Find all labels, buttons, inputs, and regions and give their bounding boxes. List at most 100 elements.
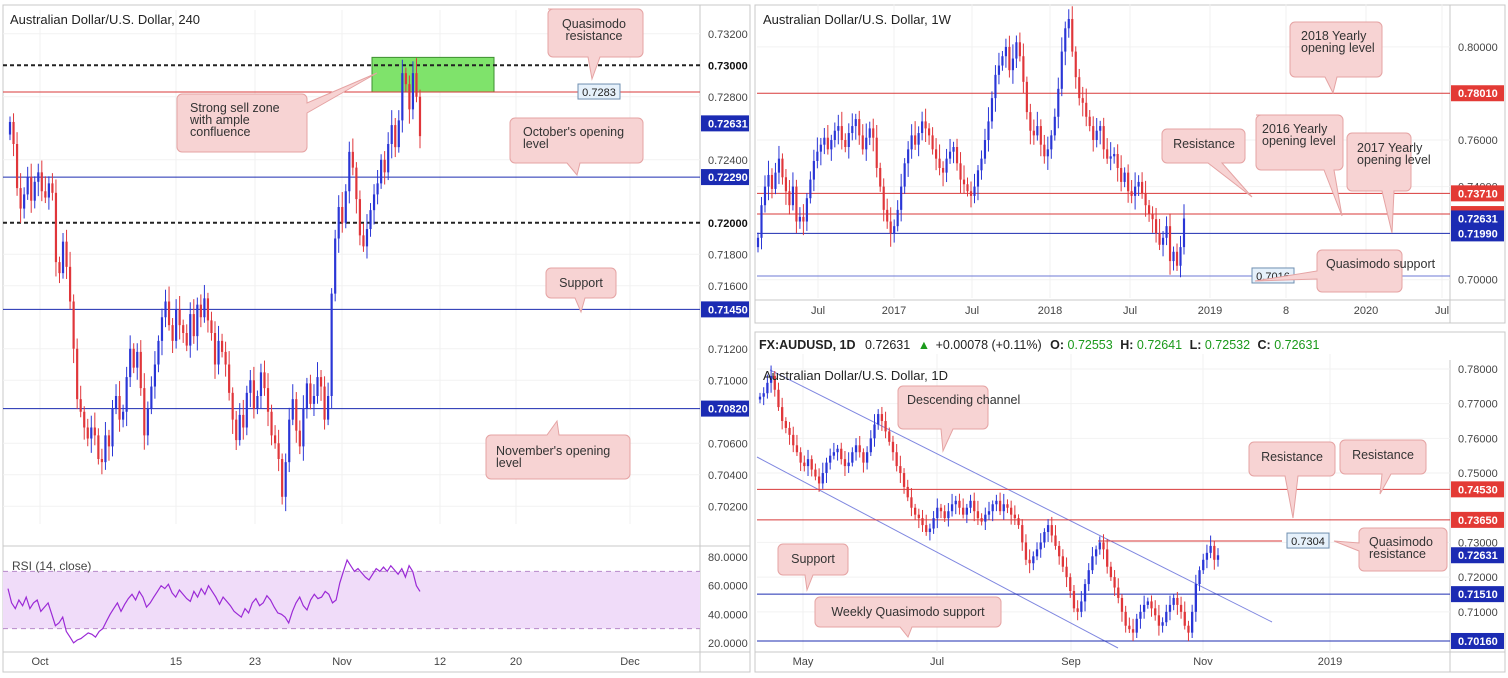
candle-body [1025, 81, 1028, 113]
candle-body [1130, 191, 1133, 196]
candle-body [15, 144, 19, 189]
candle-body [945, 158, 948, 173]
candle-body [263, 372, 266, 389]
y-tick-label: 0.75000 [1458, 468, 1498, 480]
candle-body [814, 469, 817, 477]
price-tag [701, 400, 749, 417]
callout-text: Support [791, 552, 835, 566]
candle-body [921, 121, 924, 134]
candle-body [1036, 126, 1039, 136]
x-tick-label: Jul [965, 305, 979, 317]
candle-body [843, 459, 847, 467]
candle-body [910, 497, 913, 508]
candle-body [1146, 601, 1149, 605]
candle-body [868, 128, 871, 138]
candle-body [1092, 126, 1095, 141]
candle-body [245, 392, 248, 428]
callout-support-4h: Support [545, 267, 617, 314]
candle-body [948, 151, 952, 159]
callout-text-line: 2016 Yearly opening level [1262, 122, 1336, 148]
candle-body [1120, 167, 1123, 182]
candle-body [1172, 597, 1175, 605]
callout-resistance-1d-a: Resistance [1248, 441, 1336, 519]
candle-body [1057, 88, 1060, 117]
callout-weekly-quasimodo-support: Weekly Quasimodo support [814, 596, 1002, 638]
callout-text-line: Quasimodo resistance [562, 17, 626, 43]
candle-body [998, 500, 1002, 512]
candle-body [1179, 604, 1183, 612]
candle-body [220, 340, 224, 352]
y-axis-1d: 0.78000 0.77000 0.76000 0.75000 0.73000 0.720… [1458, 364, 1498, 619]
candle-body [941, 167, 945, 173]
candle-body [1117, 587, 1120, 598]
candle-body [816, 151, 819, 161]
chart-title-4h: Australian Dollar/U.S. Dollar, 240 [10, 12, 200, 27]
candle-body [1039, 126, 1042, 145]
callout-sell-zone: Strong sell zone with ample confluence [176, 72, 378, 153]
candle-body [833, 130, 836, 141]
candle-body [851, 126, 854, 134]
rsi-line [7, 558, 421, 644]
candle-body [330, 293, 333, 396]
candle-body [788, 427, 791, 435]
candle-body [994, 74, 997, 99]
candle-body [1139, 611, 1142, 619]
candle-body [19, 188, 22, 209]
candle-body [773, 375, 776, 390]
x-tick-label: 2019 [1198, 305, 1222, 317]
candle-body [958, 500, 961, 508]
candle-body [784, 420, 787, 428]
candle-body [365, 229, 369, 247]
candle-body [153, 364, 157, 387]
candle-body [1002, 504, 1005, 512]
candle-body [777, 389, 780, 408]
candle-body [139, 351, 142, 389]
y-tick-label: 0.73000 [1458, 537, 1498, 549]
candle-body [1141, 181, 1144, 194]
candle-body [327, 396, 330, 420]
callout-text-line: Quasimodo support [1326, 257, 1436, 271]
candle-body [348, 151, 351, 192]
candle-body [160, 317, 164, 341]
candle-body [781, 158, 784, 178]
candle-body [980, 158, 983, 171]
candle-body [418, 96, 422, 137]
x-tick-label: Nov [1193, 656, 1213, 668]
price-tag-label: 0.70160 [1458, 636, 1498, 648]
x-tick-label: May [793, 656, 814, 668]
last-price: 0.72631 [865, 338, 910, 352]
x-tick-label: Jul [811, 305, 825, 317]
candle-body [1029, 112, 1032, 131]
candle-body [1065, 566, 1068, 578]
chart-title-1d: Australian Dollar/U.S. Dollar, 1D [763, 368, 948, 383]
candle-body [383, 159, 386, 173]
candle-body [900, 186, 903, 210]
candle-body [111, 408, 114, 447]
candle-body [259, 372, 263, 396]
candle-body [795, 445, 799, 453]
low-label: L: [1190, 338, 1202, 352]
candle-body [167, 301, 171, 326]
candle-body [1134, 186, 1137, 196]
candle-body [895, 452, 898, 467]
x-tick-label: 23 [249, 656, 261, 668]
candle-body [1043, 144, 1046, 157]
price-tag-label: 0.74530 [1458, 484, 1498, 496]
price-tag-label: 0.71450 [708, 304, 748, 316]
candle-body [1176, 597, 1179, 605]
candle-body [58, 262, 61, 274]
candle-body [129, 348, 132, 378]
candle-body [847, 462, 850, 467]
candle-body [37, 172, 40, 182]
candle-body [976, 170, 980, 187]
candle-body [925, 525, 928, 533]
candle-body [1113, 154, 1116, 157]
sell-zone [371, 56, 495, 93]
candle-body [1165, 226, 1168, 238]
candle-body [390, 125, 393, 144]
y-tick-label: 0.80000 [1458, 42, 1498, 54]
candle-body [93, 427, 96, 436]
x-tick-label: 2019 [1318, 656, 1342, 668]
y-tick-label: 0.71200 [708, 344, 748, 356]
callout-text-line: November's opening level [496, 444, 610, 470]
